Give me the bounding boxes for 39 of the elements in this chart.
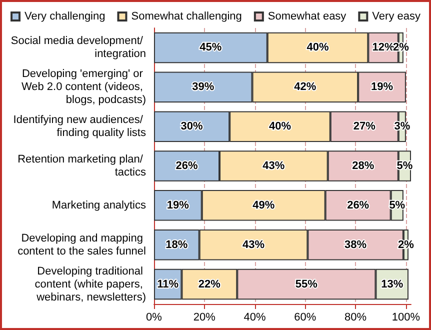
data-label: 27%	[353, 120, 376, 133]
data-label: 40%	[268, 120, 292, 133]
y-tick-label: Developing 'emerging' or Web 2.0 content (videos, blogs, podcasts)	[21, 68, 146, 106]
x-tick-label: 100%	[392, 312, 420, 324]
legend-label: Somewhat easy	[268, 10, 347, 22]
y-tick-label: Developing traditional content (white papers, webinars, newsletters)	[34, 265, 146, 304]
data-label: 19%	[166, 199, 190, 212]
legend-label: Somewhat challenging	[131, 10, 242, 22]
data-label: 49%	[252, 199, 275, 212]
x-tick-label: 40%	[244, 312, 266, 324]
x-tick-label: 0%	[146, 312, 162, 324]
data-label: 39%	[192, 81, 214, 94]
y-tick-label: Developing and mapping content to the sales funnel	[18, 232, 146, 258]
y-tick-label: Marketing analytics	[52, 199, 146, 212]
data-label: 40%	[306, 42, 329, 54]
data-label: 30%	[180, 120, 204, 133]
data-label: 22%	[198, 278, 221, 290]
x-tick-label: 20%	[193, 312, 216, 324]
data-label: 18%	[166, 238, 188, 251]
y-tick-label: Identifying new audiences/ finding quality lists	[13, 114, 146, 140]
data-label: 13%	[381, 278, 404, 290]
data-label: 12%	[372, 42, 395, 54]
y-tick-label: Retention marketing plan/ tactics	[18, 154, 146, 178]
x-tick-label: 60%	[294, 312, 316, 324]
data-label: 45%	[200, 42, 222, 54]
data-label: 43%	[262, 160, 285, 172]
y-tick-label: Social media development/ integration	[10, 35, 146, 60]
data-label: 19%	[371, 81, 394, 94]
data-label: 28%	[352, 160, 374, 172]
data-label: 42%	[294, 81, 316, 94]
data-label: 26%	[347, 199, 370, 212]
data-label: 11%	[157, 278, 179, 290]
legend-label: Very easy	[372, 10, 421, 22]
data-label: 38%	[344, 238, 367, 251]
x-tick-label: 80%	[344, 312, 367, 324]
data-label: 26%	[176, 160, 198, 172]
legend-label: Very challenging	[24, 10, 106, 22]
data-label: 43%	[242, 238, 265, 251]
data-label: 55%	[295, 278, 318, 290]
